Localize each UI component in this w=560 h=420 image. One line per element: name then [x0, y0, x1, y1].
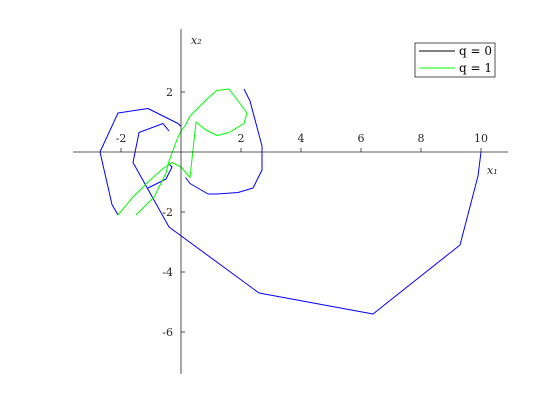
blue-trajectory-segment-2	[185, 88, 263, 195]
blue-trajectory-segment-3	[147, 163, 173, 189]
x-tick-label: -2	[116, 132, 127, 145]
x-tick-label: 10	[474, 132, 488, 145]
legend-label-q1: q = 1	[459, 61, 492, 75]
x-tick-label: 6	[358, 132, 365, 145]
blue-trajectory-segment-1	[99, 108, 182, 216]
y-tick-label: 2	[166, 86, 173, 99]
y-tick-label: -6	[162, 326, 173, 339]
legend: q = 0 q = 1	[414, 42, 496, 78]
legend-box	[414, 42, 496, 78]
y-tick-label: -4	[162, 266, 173, 279]
x-tick-label: 4	[298, 132, 305, 145]
legend-label-q0: q = 0	[459, 44, 492, 58]
x-axis-label: x₁	[487, 164, 498, 177]
y-tick-label: -2	[162, 206, 173, 219]
plot-area	[99, 88, 482, 315]
x-tick-label: 2	[238, 132, 245, 145]
q1-trajectory-line	[117, 88, 248, 216]
x-tick-label: 8	[418, 132, 425, 145]
axes: -2 2 4 6 8 10 2 -2 -4 -6 x₁ x₂	[73, 29, 508, 374]
blue-trajectory-segment-4	[132, 123, 482, 315]
y-axis-label: x₂	[191, 34, 202, 47]
